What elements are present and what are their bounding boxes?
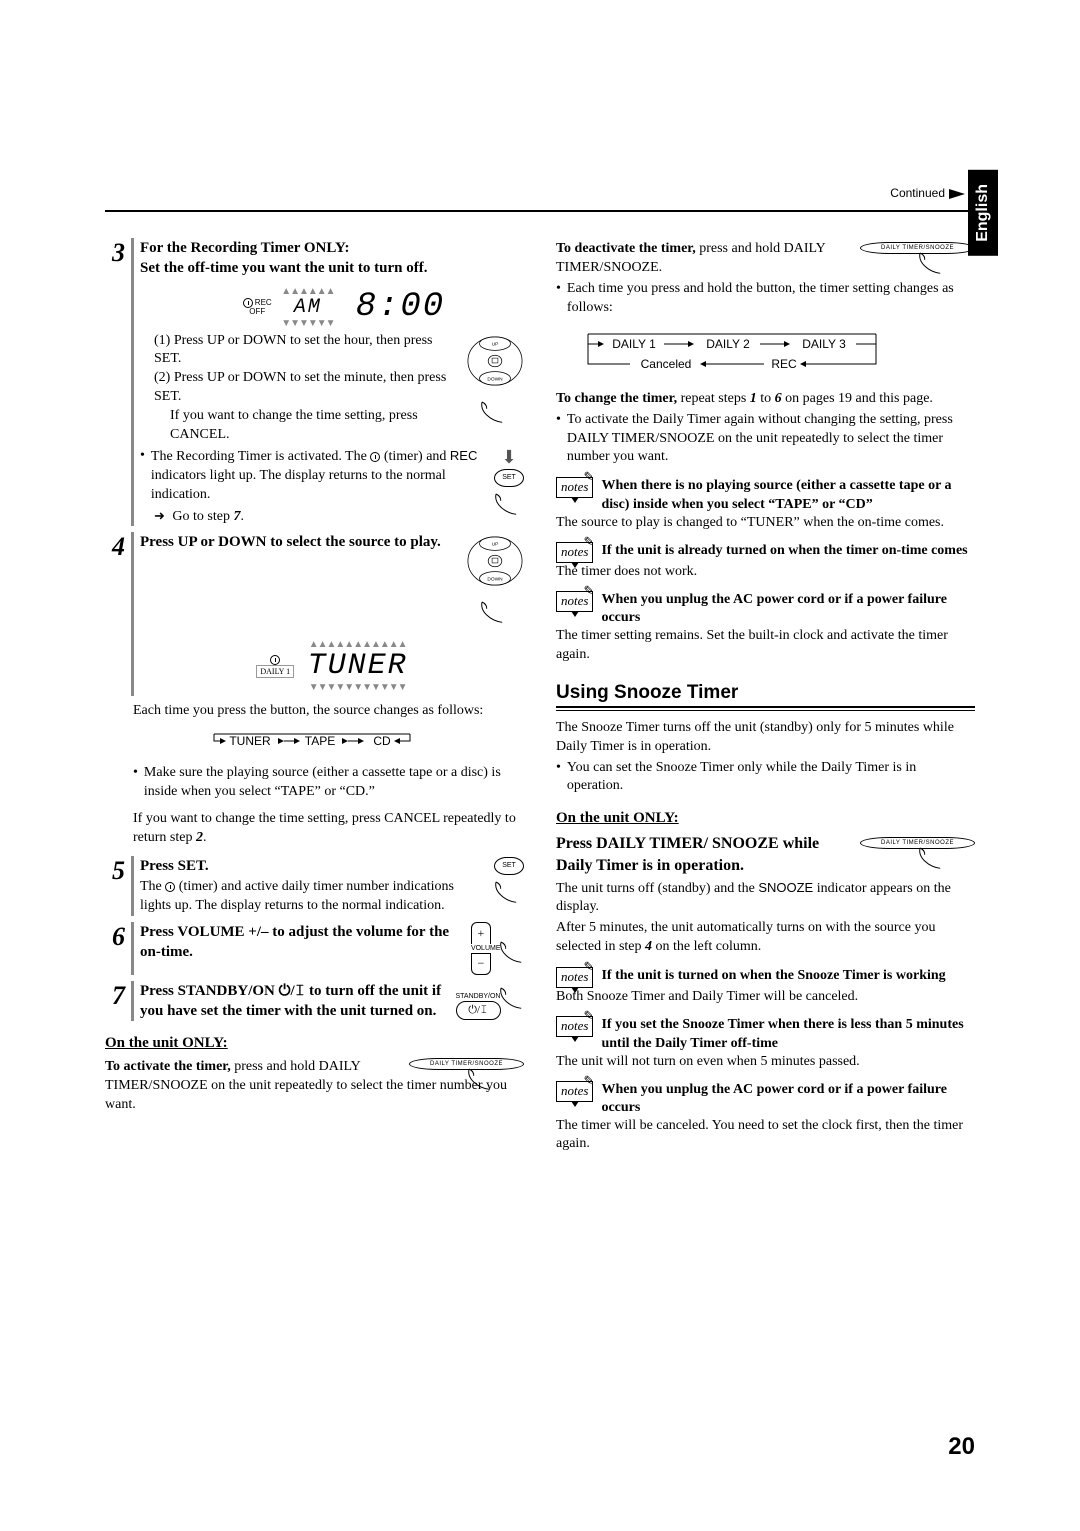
step-4: 4 UP DOWN	[105, 532, 524, 696]
section-subrule	[556, 710, 975, 711]
svg-text:Canceled: Canceled	[641, 357, 692, 371]
notes-icon: notes	[556, 1016, 593, 1037]
snooze-body-1: The unit turns off (standby) and the SNO…	[556, 879, 975, 918]
right-column: DAILY TIMER/SNOOZE To deactivate the tim…	[556, 238, 975, 1154]
step4-bullet: Make sure the playing source (either a c…	[133, 764, 524, 802]
notes-icon: notes	[556, 477, 593, 498]
step-7-number: 7	[105, 981, 125, 1011]
step-5: 5 SET Press SET. The (timer) and active …	[105, 856, 524, 916]
notes-icon: notes	[556, 591, 593, 612]
step-5-title: Press SET.	[140, 856, 524, 876]
notes-icon: notes	[556, 1081, 593, 1102]
nav-pad-icon: UP DOWN	[466, 332, 524, 395]
snooze-unit-only: On the unit ONLY:	[556, 810, 975, 827]
manual-page: English Continued 3 For the Recording Ti…	[0, 0, 1080, 1531]
note-4: notes If the unit is turned on when the …	[556, 967, 975, 988]
step-bar	[131, 238, 134, 526]
tap-finger-icon	[476, 393, 511, 434]
step-bar	[131, 532, 134, 696]
svg-text:DAILY 1: DAILY 1	[612, 337, 656, 351]
down-arrow-icon: ⬇	[501, 447, 516, 467]
step-7: 7 STANDBY/ON ⏻/𝙸 Press STANDBY/ON ⏻/𝙸 to	[105, 981, 524, 1022]
display-am-800: REC OFF ▲▲▲▲▲▲ AM ▼▼▼▼▼▼ 8:00	[164, 287, 524, 328]
step4-followup: Each time you press the button, the sour…	[133, 702, 524, 721]
step-bar	[131, 981, 134, 1022]
page-number: 20	[948, 1433, 975, 1461]
step-bar	[131, 922, 134, 975]
svg-text:DAILY 2: DAILY 2	[706, 337, 750, 351]
set-button-icon: SET	[494, 469, 524, 487]
svg-text:TAPE: TAPE	[304, 734, 334, 748]
svg-text:REC: REC	[771, 357, 797, 371]
timer-mode-cycle: DAILY 1 DAILY 2 DAILY 3 REC Canceled	[576, 326, 975, 382]
step-6: 6 + VOLUME − Press VOLUME +/– to adjust …	[105, 922, 524, 975]
two-column-layout: 3 For the Recording Timer ONLY: Set the …	[105, 238, 975, 1154]
note-1: notes When there is no playing source (e…	[556, 477, 975, 513]
step-6-title: Press VOLUME +/– to adjust the volume fo…	[140, 922, 524, 963]
note-3: notes When you unplug the AC power cord …	[556, 591, 975, 627]
snooze-section-title: Using Snooze Timer	[556, 682, 975, 704]
notes-icon: notes	[556, 542, 593, 563]
step3-bullet: The Recording Timer is activated. The (t…	[140, 447, 486, 505]
step-bar	[131, 856, 134, 916]
svg-text:UP: UP	[492, 542, 499, 548]
timer-icon	[165, 882, 175, 892]
tap-finger-icon	[490, 486, 525, 527]
display-time: 8:00	[356, 288, 446, 326]
change-timer-text: To change the timer, repeat steps 1 to 6…	[556, 390, 975, 409]
svg-text:UP: UP	[492, 341, 499, 347]
tap-finger-icon	[490, 874, 525, 915]
set-button-icon: SET	[494, 857, 524, 875]
step-3-title-1: For the Recording Timer ONLY:	[140, 238, 524, 258]
note-2: notes If the unit is already turned on w…	[556, 542, 975, 563]
step-3-title-2: Set the off-time you want the unit to tu…	[140, 258, 524, 278]
note-5: notes If you set the Snooze Timer when t…	[556, 1016, 975, 1052]
snooze-body-2: After 5 minutes, the unit automatically …	[556, 919, 975, 957]
svg-text:DOWN: DOWN	[487, 577, 503, 583]
step-6-number: 6	[105, 922, 125, 952]
display-tuner: DAILY 1 ▲▲▲▲▲▲▲▲▲▲▲ TUNER ▼▼▼▼▼▼▼▼▼▼▼	[140, 640, 524, 692]
nav-pad-icon: UP DOWN	[466, 532, 524, 595]
clock-icon	[270, 655, 280, 665]
step-5-body: The (timer) and active daily timer numbe…	[140, 878, 524, 916]
snooze-bullet: You can set the Snooze Timer only while …	[556, 759, 975, 797]
continued-label: Continued	[890, 186, 965, 200]
svg-text:TUNER: TUNER	[229, 734, 271, 748]
standby-button-icon: STANDBY/ON ⏻/𝙸	[456, 992, 501, 1020]
step-3-number: 3	[105, 238, 125, 268]
step4-cancel: If you want to change the time setting, …	[133, 810, 524, 848]
display-am: AM	[294, 296, 322, 319]
timer-icon	[370, 452, 380, 462]
deactivate-bullet: Each time you press and hold the button,…	[556, 280, 975, 318]
step-4-number: 4	[105, 532, 125, 562]
left-column: 3 For the Recording Timer ONLY: Set the …	[105, 238, 524, 1154]
unit-only-heading: On the unit ONLY:	[105, 1035, 524, 1052]
note-6: notes When you unplug the AC power cord …	[556, 1081, 975, 1117]
step-5-number: 5	[105, 856, 125, 886]
notes-icon: notes	[556, 967, 593, 988]
snooze-intro: The Snooze Timer turns off the unit (sta…	[556, 719, 975, 757]
clock-icon	[243, 298, 253, 308]
change-bullet: To activate the Daily Timer again withou…	[556, 411, 975, 468]
tap-finger-icon	[476, 594, 511, 635]
top-rule	[105, 210, 975, 212]
svg-text:DAILY 3: DAILY 3	[802, 337, 846, 351]
step-3: 3 For the Recording Timer ONLY: Set the …	[105, 238, 524, 526]
svg-text:CD: CD	[373, 734, 391, 748]
source-cycle: TUNER TAPE CD	[105, 729, 524, 756]
section-rule	[556, 706, 975, 708]
svg-text:DOWN: DOWN	[487, 376, 503, 382]
step3-goto: Go to step 7.	[154, 507, 524, 527]
